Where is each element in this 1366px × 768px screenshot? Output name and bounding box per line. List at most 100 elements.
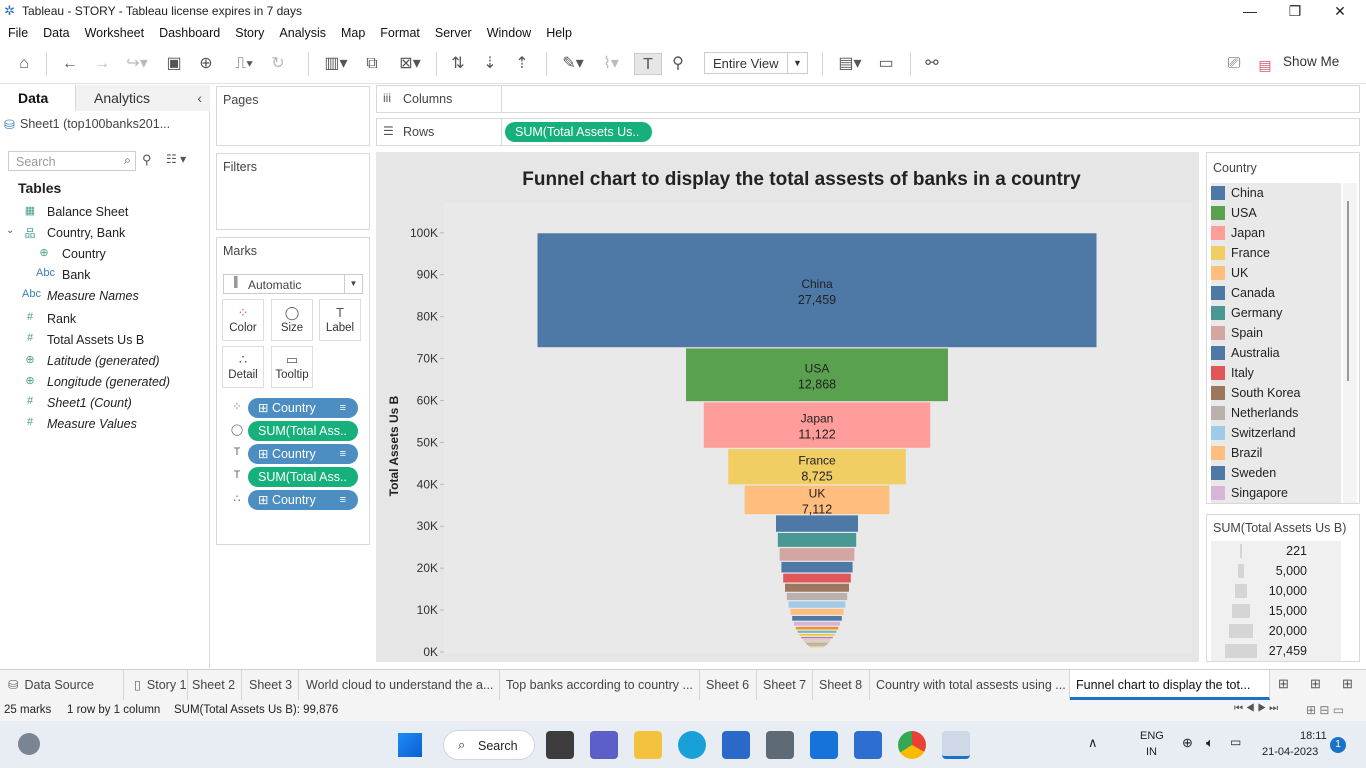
marks-pill[interactable]: ⊞ Country ≡ [248, 398, 358, 418]
funnel-segment[interactable] [806, 643, 828, 645]
show-me-button[interactable]: Show Me [1283, 54, 1340, 69]
funnel-segment[interactable]: Japan 11,122 [703, 402, 931, 448]
swap-axes-icon[interactable]: ⇅ [451, 55, 465, 72]
sheet-tab[interactable]: Sheet 7 [757, 670, 813, 700]
legend-item[interactable]: Australia [1211, 343, 1341, 363]
show-cards-icon[interactable]: ▤▾ [838, 55, 862, 72]
replay-icon[interactable]: ↪▾ [126, 55, 148, 72]
size-legend-item[interactable]: 20,000 [1211, 621, 1341, 641]
funnel-segment[interactable]: USA 12,868 [686, 348, 948, 402]
funnel-bar[interactable] [744, 485, 890, 515]
funnel-bar[interactable] [703, 402, 931, 448]
field-item[interactable]: Abc Measure Names [0, 287, 200, 307]
battery-icon[interactable]: ▭ [1230, 735, 1242, 749]
menu-story[interactable]: Story [235, 26, 265, 40]
funnel-bar[interactable] [783, 573, 851, 583]
home-icon[interactable]: ⌂ [19, 55, 29, 72]
size-legend-item[interactable]: 5,000 [1211, 561, 1341, 581]
sort-descending-icon[interactable]: ⇡ [515, 55, 529, 72]
minimize-button[interactable]: — [1243, 3, 1257, 19]
funnel-bar[interactable] [686, 348, 948, 402]
funnel-segment[interactable] [781, 561, 853, 573]
marks-detail-button[interactable]: ∴ Detail [222, 346, 264, 388]
marks-pill[interactable]: ⊞ Country ≡ [248, 444, 358, 464]
duplicate-sheet-icon[interactable]: ⧉ [366, 55, 378, 72]
mail-icon[interactable] [810, 731, 838, 759]
legend-item[interactable]: Sweden [1211, 463, 1341, 483]
language-primary[interactable]: ENG [1140, 730, 1164, 742]
funnel-bar[interactable] [779, 548, 855, 561]
funnel-segment[interactable] [810, 646, 824, 648]
sheet-tab[interactable]: Sheet 6 [700, 670, 757, 700]
funnel-segment[interactable] [795, 626, 839, 630]
funnel-segment[interactable] [808, 645, 826, 647]
sheet-tab[interactable]: Sheet 2 [186, 670, 242, 700]
funnel-bar[interactable] [792, 615, 842, 621]
clock-time[interactable]: 18:11 [1300, 730, 1327, 742]
field-item[interactable]: ⊕ Longitude (generated) [0, 373, 200, 393]
funnel-bar[interactable] [788, 601, 846, 608]
funnel-segment[interactable] [786, 592, 848, 601]
camera-icon[interactable] [766, 731, 794, 759]
funnel-segment[interactable] [788, 601, 846, 608]
funnel-bar[interactable] [781, 561, 853, 573]
legend-item[interactable]: Italy [1211, 363, 1341, 383]
legend-item[interactable]: Netherlands [1211, 403, 1341, 423]
format-painter-icon[interactable]: ⎚ [1227, 55, 1241, 72]
sheet-tab[interactable]: Country with total assests using ... [870, 670, 1070, 700]
menu-dashboard[interactable]: Dashboard [159, 26, 221, 40]
new-datasource-icon[interactable]: ⊕ [199, 55, 213, 72]
show-mark-labels-icon[interactable]: T [634, 53, 662, 75]
field-search-input[interactable]: Search ⌕ [8, 151, 136, 171]
menu-file[interactable]: File [8, 26, 29, 40]
sheet-tab[interactable]: ▯ Story 1 [128, 670, 188, 700]
legend-item[interactable]: Brazil [1211, 443, 1341, 463]
rows-pill[interactable]: SUM(Total Assets Us.. [505, 122, 652, 142]
funnel-bar[interactable] [799, 634, 835, 636]
network-icon[interactable]: ⊕ [1182, 735, 1193, 750]
tab-analytics[interactable]: Analytics ‹ [76, 85, 210, 111]
funnel-segment[interactable] [799, 634, 835, 636]
funnel-bar[interactable] [801, 636, 833, 639]
marks-pill[interactable]: ⊞ Country ≡ [248, 490, 358, 510]
pin-axes-icon[interactable]: ⚲ [672, 55, 684, 72]
legend-item[interactable]: Canada [1211, 283, 1341, 303]
marks-tooltip-button[interactable]: ▭ Tooltip [271, 346, 313, 388]
legend-item[interactable]: Japan [1211, 223, 1341, 243]
funnel-bar[interactable] [808, 645, 826, 647]
funnel-segment[interactable] [803, 639, 831, 641]
presentation-mode-icon[interactable]: ▭ [878, 55, 894, 72]
field-item[interactable]: # Measure Values [0, 415, 200, 435]
sort-ascending-icon[interactable]: ⇣ [483, 55, 497, 72]
rows-shelf[interactable]: ☰ Rows SUM(Total Assets Us.. [376, 118, 1360, 146]
taskbar-search[interactable]: ⌕ Search [443, 730, 535, 760]
funnel-bar[interactable] [537, 233, 1097, 348]
field-item[interactable]: # Sheet1 (Count) [0, 394, 200, 414]
legend-item[interactable]: South Korea [1211, 383, 1341, 403]
new-worksheet-icon[interactable]: ▥▾ [324, 55, 348, 72]
sheet-tab[interactable]: Top banks according to country ... [500, 670, 700, 700]
funnel-bar[interactable] [785, 583, 849, 592]
menu-data[interactable]: Data [43, 26, 70, 40]
datasource-name[interactable]: Sheet1 (top100banks201... [20, 117, 171, 131]
highlight-icon[interactable]: ✎▾ [562, 55, 584, 72]
field-item[interactable]: ⊕ Country [0, 245, 200, 265]
weather-icon[interactable] [18, 733, 40, 755]
marks-color-button[interactable]: ⁘ Color [222, 299, 264, 341]
legend-item[interactable]: Singapore [1211, 483, 1341, 503]
pause-updates-icon[interactable]: ⎍▾ [235, 55, 253, 72]
marks-size-button[interactable]: ◯ Size [271, 299, 313, 341]
filter-icon[interactable]: ⚲ [142, 152, 152, 167]
funnel-bar[interactable] [776, 515, 858, 532]
menu-window[interactable]: Window [486, 26, 532, 40]
size-legend-item[interactable]: 27,459 [1211, 641, 1341, 661]
refresh-icon[interactable]: ↻ [271, 55, 285, 72]
calendar-icon[interactable] [854, 731, 882, 759]
menu-analysis[interactable]: Analysis [279, 26, 326, 40]
field-item[interactable]: # Total Assets Us B [0, 331, 200, 351]
view-options-icon[interactable]: ☷ ▾ [166, 152, 187, 166]
field-item[interactable]: ⊕ Latitude (generated) [0, 352, 200, 372]
funnel-bar[interactable] [795, 626, 839, 630]
undo-icon[interactable]: ← [62, 55, 78, 72]
show-me-icon[interactable]: ▤ [1258, 57, 1272, 73]
